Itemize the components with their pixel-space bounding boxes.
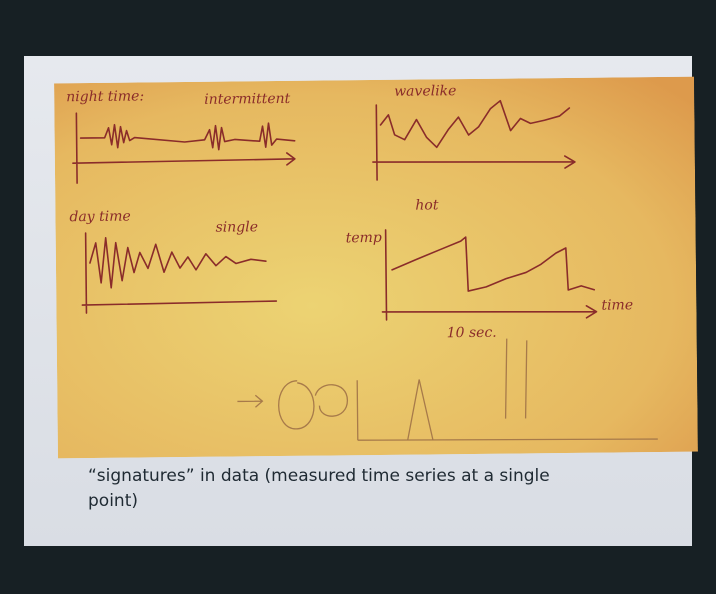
sketch-label: wavelike (394, 83, 456, 100)
slide-caption: “signatures” in data (measured time seri… (88, 464, 588, 514)
sketch-label: 10 sec. (447, 325, 497, 342)
photo: night time: intermittent wavelike day ti… (0, 0, 716, 594)
sketch-label: intermittent (204, 91, 291, 108)
sketch-label: night time: (66, 88, 144, 105)
sketch-label: day time (69, 209, 131, 226)
sketch-paper: night time: intermittent wavelike day ti… (54, 77, 698, 459)
sketch-label: temp (346, 230, 382, 246)
sketch-label: time (601, 297, 633, 313)
slide: night time: intermittent wavelike day ti… (24, 56, 692, 546)
sketch-label: hot (415, 197, 439, 213)
sketch-label: single (215, 219, 258, 235)
